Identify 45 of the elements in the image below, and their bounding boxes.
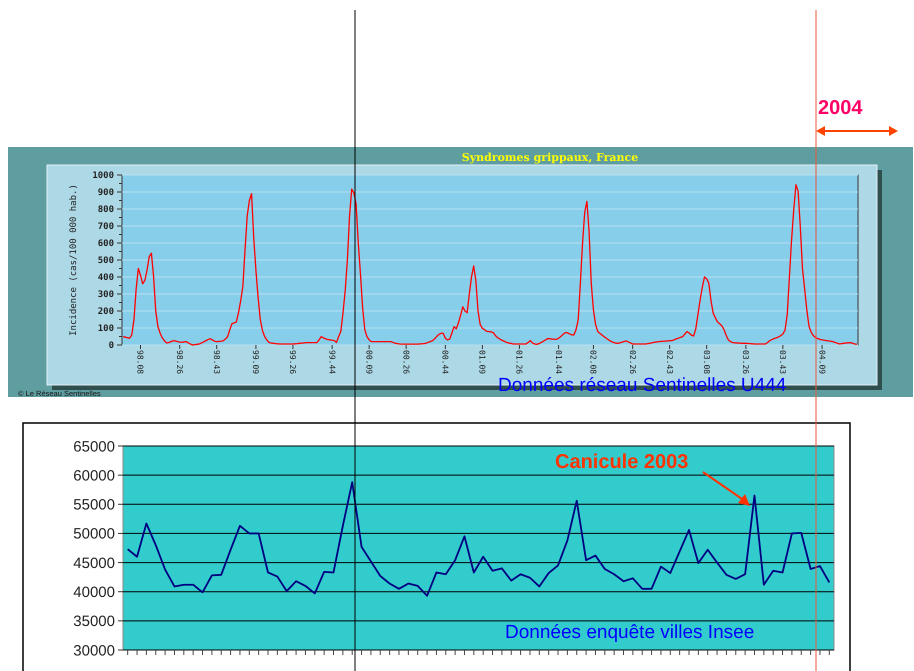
x-tick-label: 02.43	[664, 350, 674, 374]
x-tick-label: 04.09	[817, 350, 826, 374]
x-tick-label: 03.08	[702, 350, 711, 374]
x-tick-label: 03.43	[778, 350, 788, 374]
y-tick-label: 400	[98, 273, 114, 284]
y-tick-label: 55000	[73, 496, 115, 514]
x-tick-label: 00.09	[364, 350, 374, 374]
x-tick-label: 00.44	[440, 350, 450, 374]
x-tick-label: 98.08	[136, 350, 145, 374]
y-tick-label: 500	[98, 256, 114, 266]
x-tick-label: 02.26	[628, 350, 637, 374]
x-tick-label: 01.26	[514, 350, 524, 374]
line-series	[122, 184, 858, 346]
y-tick-label: 45000	[73, 554, 115, 572]
y-tick-label: 100	[98, 324, 114, 334]
y-tick-label: 700	[98, 222, 114, 232]
y-tick-label: 200	[98, 307, 114, 318]
y-tick-label: 1000	[92, 171, 114, 182]
annotation: Canicule 2003	[555, 451, 688, 473]
x-tick-label: 02.08	[588, 350, 598, 374]
x-tick-label: 01.09	[478, 350, 487, 374]
y-tick-label: 30000	[73, 642, 115, 660]
x-tick-label: 03.26	[741, 350, 750, 374]
x-tick-label: 99.09	[251, 350, 260, 374]
x-tick-label: 98.43	[212, 350, 221, 374]
y-axis-title: Incidence (cas/100 000 hab.)	[69, 184, 79, 336]
y-tick-label: 65000	[73, 438, 115, 456]
x-tick-label: 00.26	[401, 350, 410, 374]
y-tick-label: 800	[98, 205, 114, 216]
x-tick-label: 01.44	[554, 350, 563, 374]
x-tick-label: 98.26	[174, 350, 184, 374]
x-tick-label: 99.44	[327, 350, 336, 374]
y-tick-label: 300	[98, 290, 114, 300]
y-tick-label: 0	[108, 341, 114, 352]
annotation: Données enquête villes Insee	[505, 622, 754, 643]
y-tick-label: 35000	[73, 613, 115, 630]
y-tick-label: 600	[98, 239, 114, 250]
y-tick-label: 900	[98, 188, 114, 198]
y-tick-label: 60000	[73, 467, 115, 484]
y-tick-label: 40000	[73, 584, 115, 601]
text: 2004	[818, 97, 864, 119]
chart-title: Syndromes grippaux, France	[462, 151, 638, 164]
line-series	[126, 481, 830, 597]
y-tick-label: 50000	[73, 526, 115, 543]
x-tick-label: 99.26	[288, 350, 298, 374]
